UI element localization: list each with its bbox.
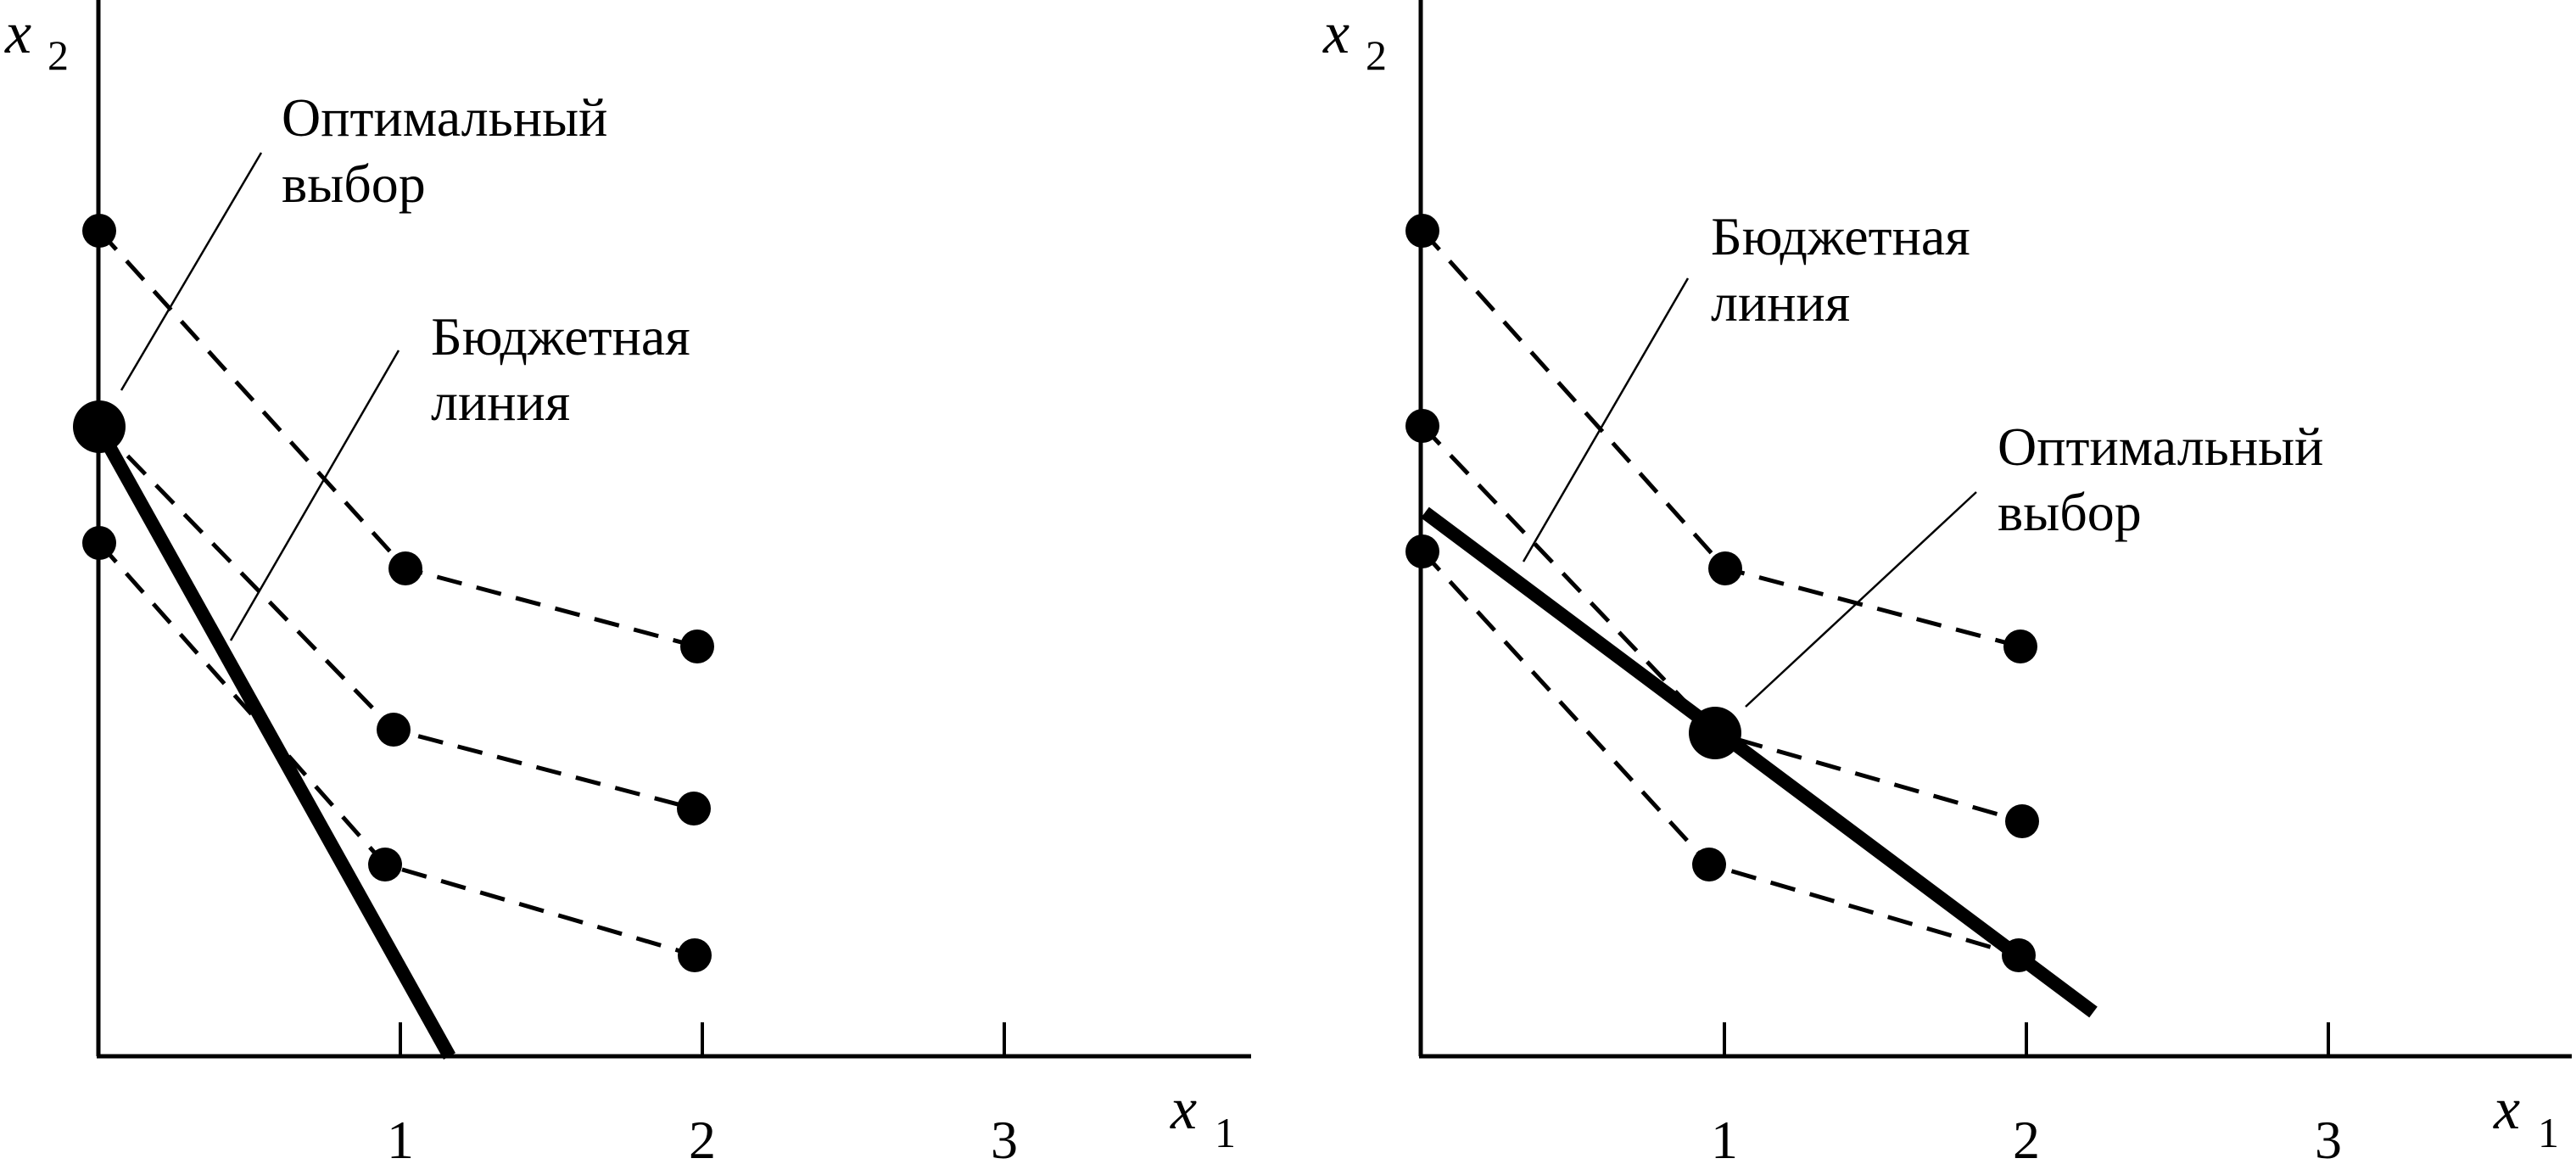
right-bundle-point [2003, 630, 2037, 663]
right-y-axis-subscript: 2 [1366, 31, 1387, 79]
left-tick-label-3: 3 [991, 1110, 1018, 1164]
left-bundle-point [677, 792, 711, 825]
left-tick-label-2: 2 [689, 1110, 716, 1164]
left-bundle-point [377, 713, 411, 747]
left-optimal-leader [120, 152, 263, 391]
left-bundle-point [82, 214, 116, 248]
right-tick-label-2: 2 [2013, 1110, 2040, 1164]
left-bundle-point [368, 848, 402, 881]
left-indifference-curve-bottom [98, 541, 696, 958]
left-bundle-point [388, 551, 422, 585]
left-bundle-point [82, 526, 116, 560]
right-x-axis-subscript: 1 [2538, 1109, 2559, 1156]
left-optimal-point [73, 400, 126, 453]
right-bundle-point [2002, 938, 2036, 972]
left-bundle-point [680, 630, 714, 663]
left-x-axis-label: x [1170, 1077, 1197, 1142]
right-bundle-point [1405, 534, 1439, 568]
right-bundle-point [1405, 214, 1439, 248]
right-tick-label-1: 1 [1711, 1110, 1738, 1164]
right-budget-label-line2: линия [1711, 272, 1850, 333]
left-bundle-point [678, 938, 712, 972]
right-bundle-point [1405, 409, 1439, 443]
left-x-axis-subscript: 1 [1215, 1109, 1236, 1156]
right-optimal-point [1689, 707, 1741, 759]
right-panel: 1 2 3 x 2 x 1 Бюджетная линия Оптимальны… [1322, 0, 2572, 1164]
left-optimal-label-line2: выбор [282, 154, 426, 214]
left-indifference-curve-middle [98, 425, 695, 811]
right-optimal-label-line1: Оптимальный [1998, 417, 2323, 477]
right-x-axis-label: x [2493, 1077, 2520, 1142]
right-tick-label-3: 3 [2315, 1110, 2342, 1164]
left-y-axis-subscript: 2 [47, 31, 69, 79]
right-budget-line [1421, 506, 2098, 1018]
right-bundle-point [2005, 804, 2039, 838]
left-budget-label-line2: линия [431, 372, 570, 432]
right-y-axis-label: x [1322, 1, 1349, 66]
right-optimal-leader [1745, 491, 1977, 708]
left-y-axis-label: x [4, 1, 31, 66]
left-budget-leader [229, 350, 400, 641]
right-bundle-point [1692, 848, 1726, 881]
left-budget-label-line1: Бюджетная [431, 306, 690, 367]
right-bundle-point [1708, 551, 1742, 585]
right-budget-label-line1: Бюджетная [1711, 206, 1970, 266]
left-panel: 1 2 3 x 2 x 1 Оптимальный выбор Бюджетна… [4, 0, 1251, 1164]
left-optimal-label-line1: Оптимальный [282, 87, 607, 148]
left-tick-label-1: 1 [387, 1110, 414, 1164]
right-optimal-label-line2: выбор [1998, 482, 2142, 542]
right-budget-leader [1522, 277, 1690, 562]
left-budget-line [93, 425, 455, 1060]
